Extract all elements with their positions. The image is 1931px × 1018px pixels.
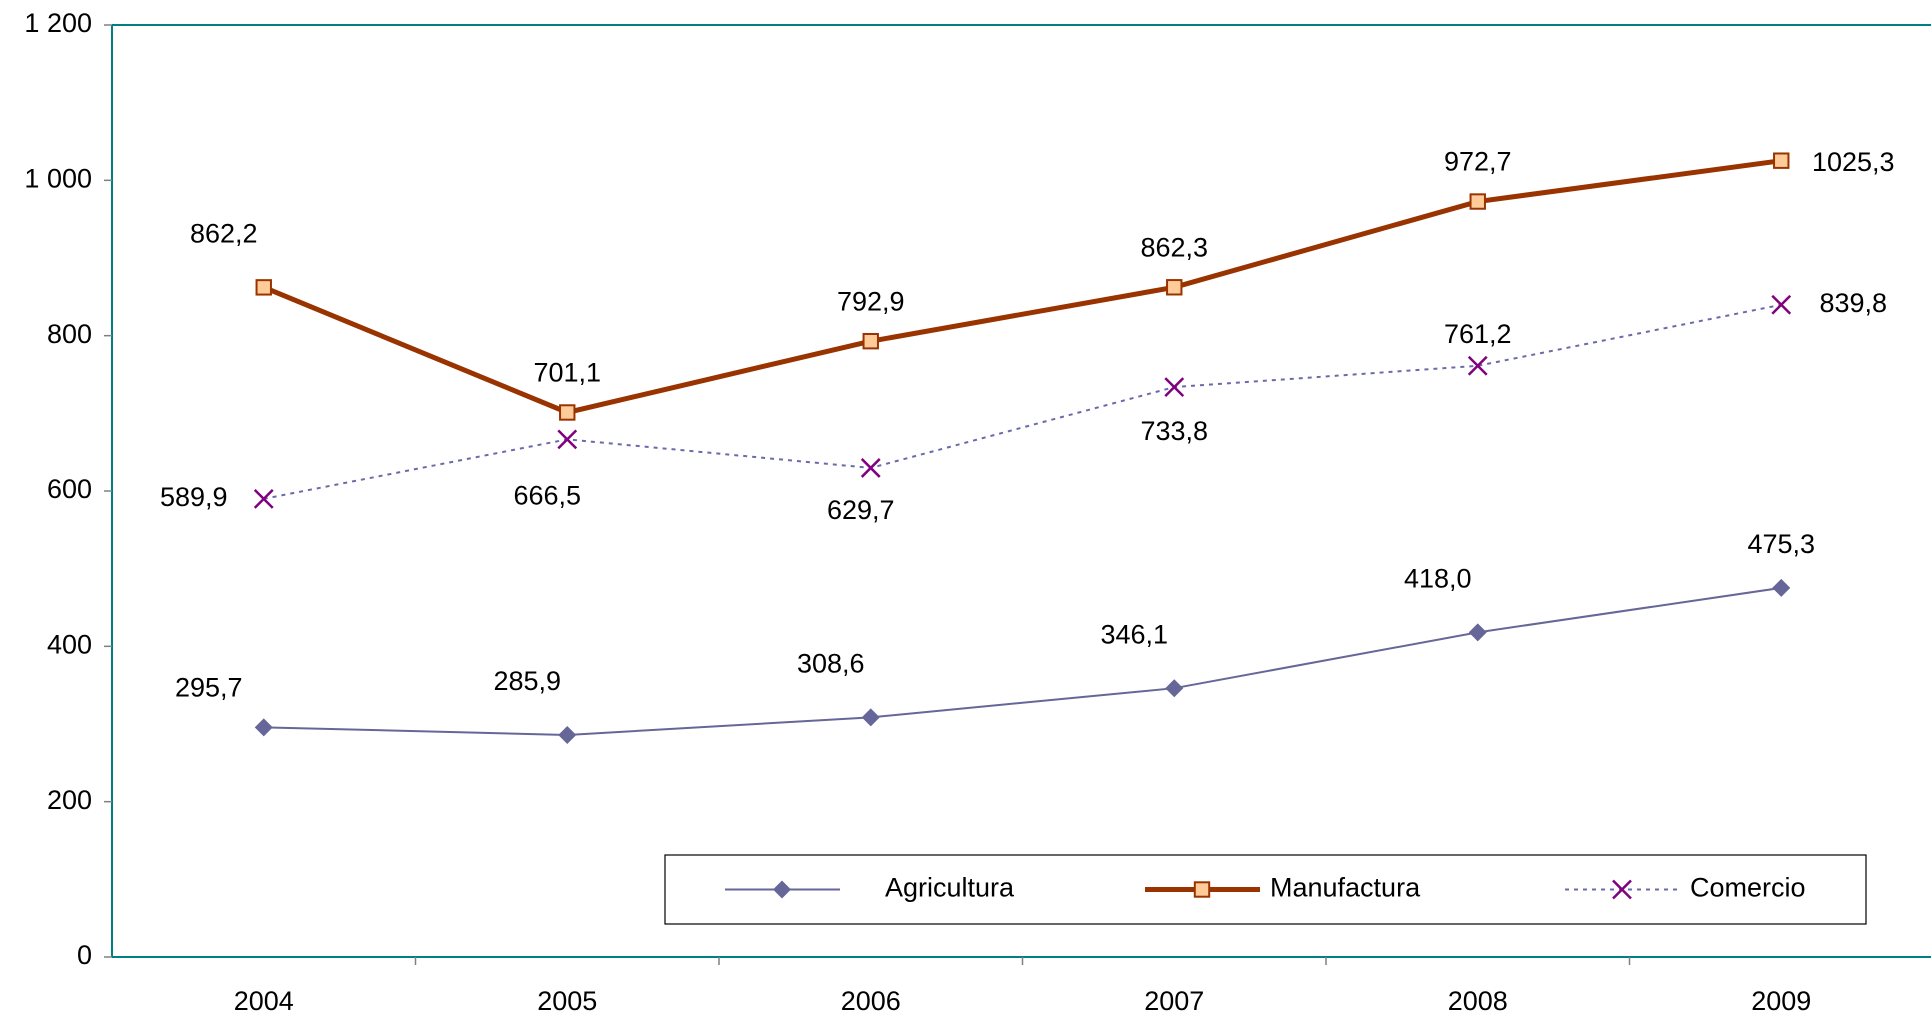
- marker: [861, 708, 880, 727]
- data-label: 839,8: [1819, 288, 1887, 318]
- data-label: 629,7: [827, 495, 895, 525]
- marker: [253, 488, 274, 509]
- x-tick-label: 2006: [841, 986, 901, 1016]
- legend-label: Comercio: [1690, 873, 1806, 903]
- data-label: 308,6: [797, 648, 865, 678]
- marker: [1166, 279, 1183, 296]
- y-tick-label: 1 200: [24, 8, 92, 38]
- marker: [860, 458, 881, 478]
- legend-marker: [1612, 879, 1632, 900]
- data-label: 862,3: [1140, 232, 1208, 262]
- y-tick-label: 200: [47, 785, 92, 815]
- data-label: 792,9: [837, 286, 905, 316]
- marker: [557, 429, 578, 450]
- series-line: [263, 303, 1782, 500]
- data-label: 285,9: [493, 666, 561, 696]
- data-label: 761,2: [1444, 319, 1512, 349]
- legend-label: Manufactura: [1270, 873, 1421, 903]
- legend-marker: [1193, 881, 1211, 898]
- data-label: 862,2: [190, 218, 258, 248]
- data-label: 733,8: [1140, 416, 1208, 446]
- marker: [862, 332, 879, 350]
- marker: [1165, 679, 1184, 698]
- y-tick-label: 1 000: [24, 163, 92, 193]
- x-tick-label: 2007: [1144, 986, 1204, 1016]
- legend-box: [664, 854, 1867, 925]
- marker: [254, 718, 273, 737]
- series-line: [263, 586, 1782, 736]
- legend-label: Agricultura: [885, 873, 1015, 903]
- series-line: [262, 158, 1782, 416]
- marker: [559, 404, 576, 421]
- marker: [1771, 294, 1792, 315]
- x-tick-label: 2008: [1448, 986, 1508, 1016]
- data-label: 475,3: [1747, 529, 1815, 559]
- data-label: 346,1: [1100, 619, 1168, 649]
- marker: [1468, 623, 1487, 642]
- y-tick-label: 600: [47, 474, 92, 504]
- marker: [558, 725, 577, 744]
- data-label: 418,0: [1404, 563, 1472, 593]
- legend-marker: [773, 880, 791, 899]
- data-label: 972,7: [1444, 147, 1512, 177]
- x-tick-label: 2004: [234, 986, 294, 1016]
- y-tick-label: 0: [77, 940, 92, 970]
- marker: [1467, 355, 1488, 376]
- y-tick-label: 400: [47, 629, 92, 659]
- marker: [255, 279, 272, 296]
- marker: [1164, 377, 1185, 397]
- marker: [1773, 152, 1790, 169]
- data-label: 666,5: [513, 480, 581, 510]
- data-label: 701,1: [533, 358, 601, 388]
- x-tick-label: 2005: [537, 986, 597, 1016]
- data-label: 295,7: [175, 672, 243, 702]
- x-tick-label: 2009: [1751, 986, 1811, 1016]
- data-label: 589,9: [160, 482, 228, 512]
- data-label: 1025,3: [1812, 147, 1895, 177]
- marker: [1469, 193, 1486, 210]
- y-tick-label: 800: [47, 319, 92, 349]
- marker: [1772, 578, 1791, 597]
